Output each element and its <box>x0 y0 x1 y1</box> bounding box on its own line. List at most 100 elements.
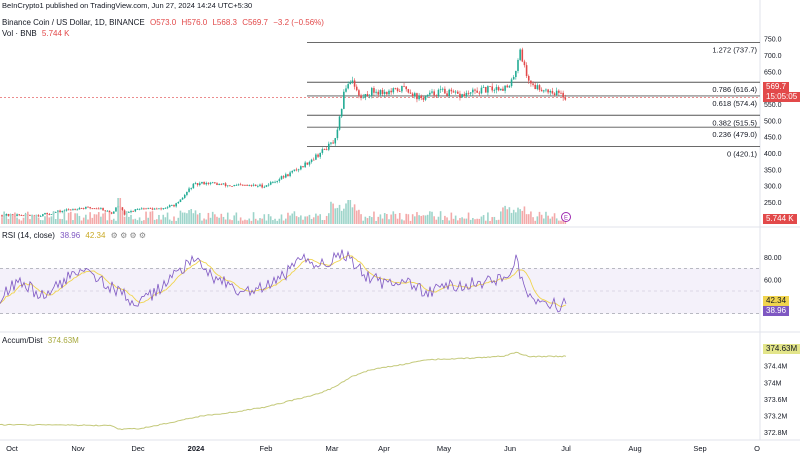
candle-body <box>199 183 201 186</box>
volume-bar <box>534 220 536 224</box>
time-tick-label: May <box>437 444 451 453</box>
volume-bar <box>82 217 85 224</box>
fib-level-label: 0.786 (616.4) <box>712 85 757 94</box>
volume-bar <box>190 209 192 224</box>
volume-bar <box>452 218 455 224</box>
volume-bar <box>209 217 212 224</box>
volume-bar <box>383 213 386 224</box>
volume-bar <box>444 215 446 224</box>
volume-bar <box>254 218 257 224</box>
candle-body <box>209 182 212 184</box>
candle-body <box>1 215 3 217</box>
candle-body <box>478 92 481 94</box>
candle-body <box>422 97 425 100</box>
volume-bar <box>403 220 405 224</box>
candle-body <box>433 91 435 96</box>
candle-body <box>173 204 175 207</box>
price-tick-label: 500.0 <box>764 118 782 125</box>
candle-body <box>162 208 165 210</box>
volume-bar <box>203 218 205 224</box>
candle-body <box>530 80 532 84</box>
volume-bar <box>7 218 10 224</box>
volume-bar <box>446 217 448 224</box>
ohlc-low: L568.3 <box>212 18 237 27</box>
candle-body <box>465 92 468 97</box>
volume-bar <box>80 220 83 224</box>
candle-body <box>306 162 309 165</box>
volume-bar <box>297 217 300 224</box>
candle-body <box>224 183 227 187</box>
volume-bar <box>287 212 289 224</box>
candle-body <box>386 91 388 95</box>
candle-body <box>491 86 493 91</box>
candle-body <box>364 93 367 98</box>
volume-bar <box>162 214 165 224</box>
rsi-settings-icon[interactable]: ⚙ ⚙ ⚙ ⚙ <box>110 231 147 240</box>
volume-bar <box>517 207 519 224</box>
volume-label: Vol · BNB <box>2 29 37 38</box>
volume-bar <box>123 216 126 224</box>
candle-body <box>469 92 472 94</box>
volume-bar <box>457 220 459 224</box>
volume-bar <box>396 218 399 224</box>
candle-body <box>74 209 76 210</box>
candle-body <box>534 84 536 90</box>
volume-bar <box>467 212 470 224</box>
time-tick-label: Dec <box>131 444 145 453</box>
candle-body <box>340 108 343 117</box>
candle-body <box>194 183 197 184</box>
volume-bar <box>459 218 461 224</box>
candle-body <box>515 70 517 78</box>
volume-bar <box>527 214 530 224</box>
volume-bar <box>97 212 100 224</box>
candle-body <box>345 88 347 92</box>
volume-bar <box>420 215 423 224</box>
volume-bar <box>14 212 16 224</box>
volume-bar <box>5 215 8 224</box>
volume-bar <box>551 216 554 224</box>
volume-bar <box>545 211 547 224</box>
volume-bar <box>44 216 46 224</box>
volume-bar <box>538 211 541 224</box>
candle-body <box>214 182 216 184</box>
volume-bar <box>132 219 134 224</box>
candle-body <box>414 93 416 97</box>
candle-body <box>351 80 354 83</box>
volume-bar <box>18 219 20 224</box>
candle-body <box>517 59 519 71</box>
volume-bar <box>532 217 534 224</box>
volume-bar <box>106 220 109 224</box>
candle-body <box>136 209 139 211</box>
volume-bar <box>237 220 240 224</box>
candle-body <box>248 185 251 186</box>
volume-bar <box>558 220 560 224</box>
ohlc-open: O573.0 <box>149 18 177 27</box>
candle-body <box>379 90 382 95</box>
candle-body <box>547 89 549 93</box>
candle-body <box>166 207 169 209</box>
rsi-tick-label: 60.00 <box>764 278 782 285</box>
volume-bar <box>188 210 190 224</box>
candle-body <box>474 89 476 91</box>
candle-body <box>257 185 259 187</box>
volume-bar <box>310 218 313 224</box>
volume-bar <box>177 217 180 224</box>
candle-body <box>160 208 162 210</box>
candle-body <box>403 86 405 87</box>
candle-body <box>67 209 70 211</box>
volume-bar <box>242 220 244 224</box>
published-line: BeInCrypto1 published on TradingView.com… <box>2 1 253 10</box>
volume-bar <box>156 219 158 224</box>
candle-body <box>269 182 272 185</box>
candle-body <box>61 211 63 213</box>
candle-body <box>44 212 46 215</box>
time-tick-label: Feb <box>260 444 273 453</box>
candle-body <box>267 184 270 186</box>
fib-level-label: 1.272 (737.7) <box>712 46 757 55</box>
candle-body <box>156 208 158 210</box>
ad-tick-label: 373.2M <box>764 413 788 420</box>
candle-body <box>104 210 106 212</box>
time-tick-label: O <box>754 444 760 453</box>
